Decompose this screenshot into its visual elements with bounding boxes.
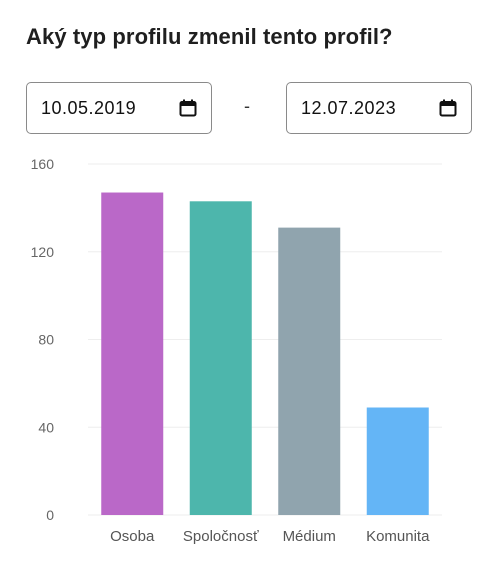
x-category-label: Spoločnosť	[183, 528, 259, 545]
x-axis: Osoba Spoločnosť Médium Komunita	[110, 528, 430, 545]
y-axis: 0 40 80 120 160	[31, 156, 55, 523]
x-category-label: Osoba	[110, 528, 155, 545]
bars	[101, 192, 429, 516]
page-title: Aký typ profilu zmenil tento profil?	[26, 24, 393, 49]
x-category-label: Médium	[283, 528, 336, 545]
calendar-icon[interactable]	[439, 99, 457, 117]
calendar-icon[interactable]	[179, 99, 197, 117]
bar-spoločnosť[interactable]	[189, 201, 252, 515]
y-tick-label: 0	[46, 507, 54, 523]
date-range-separator: -	[244, 96, 250, 116]
date-from-value: 10.05.2019	[41, 97, 137, 118]
x-category-label: Komunita	[366, 528, 430, 545]
date-from-input[interactable]: 10.05.2019	[26, 82, 212, 134]
date-to-value: 12.07.2023	[301, 97, 397, 118]
y-tick-label: 120	[31, 244, 55, 260]
bar-osoba[interactable]	[101, 192, 164, 516]
date-to-input[interactable]: 12.07.2023	[286, 82, 472, 134]
y-tick-label: 40	[38, 419, 54, 435]
bar-chart: 0 40 80 120 160 Osoba Spoločnosť Médium Komunit…	[31, 156, 442, 545]
y-tick-label: 80	[38, 332, 54, 348]
y-tick-label: 160	[31, 156, 55, 172]
bar-médium[interactable]	[278, 227, 341, 515]
bar-komunita[interactable]	[366, 407, 429, 515]
